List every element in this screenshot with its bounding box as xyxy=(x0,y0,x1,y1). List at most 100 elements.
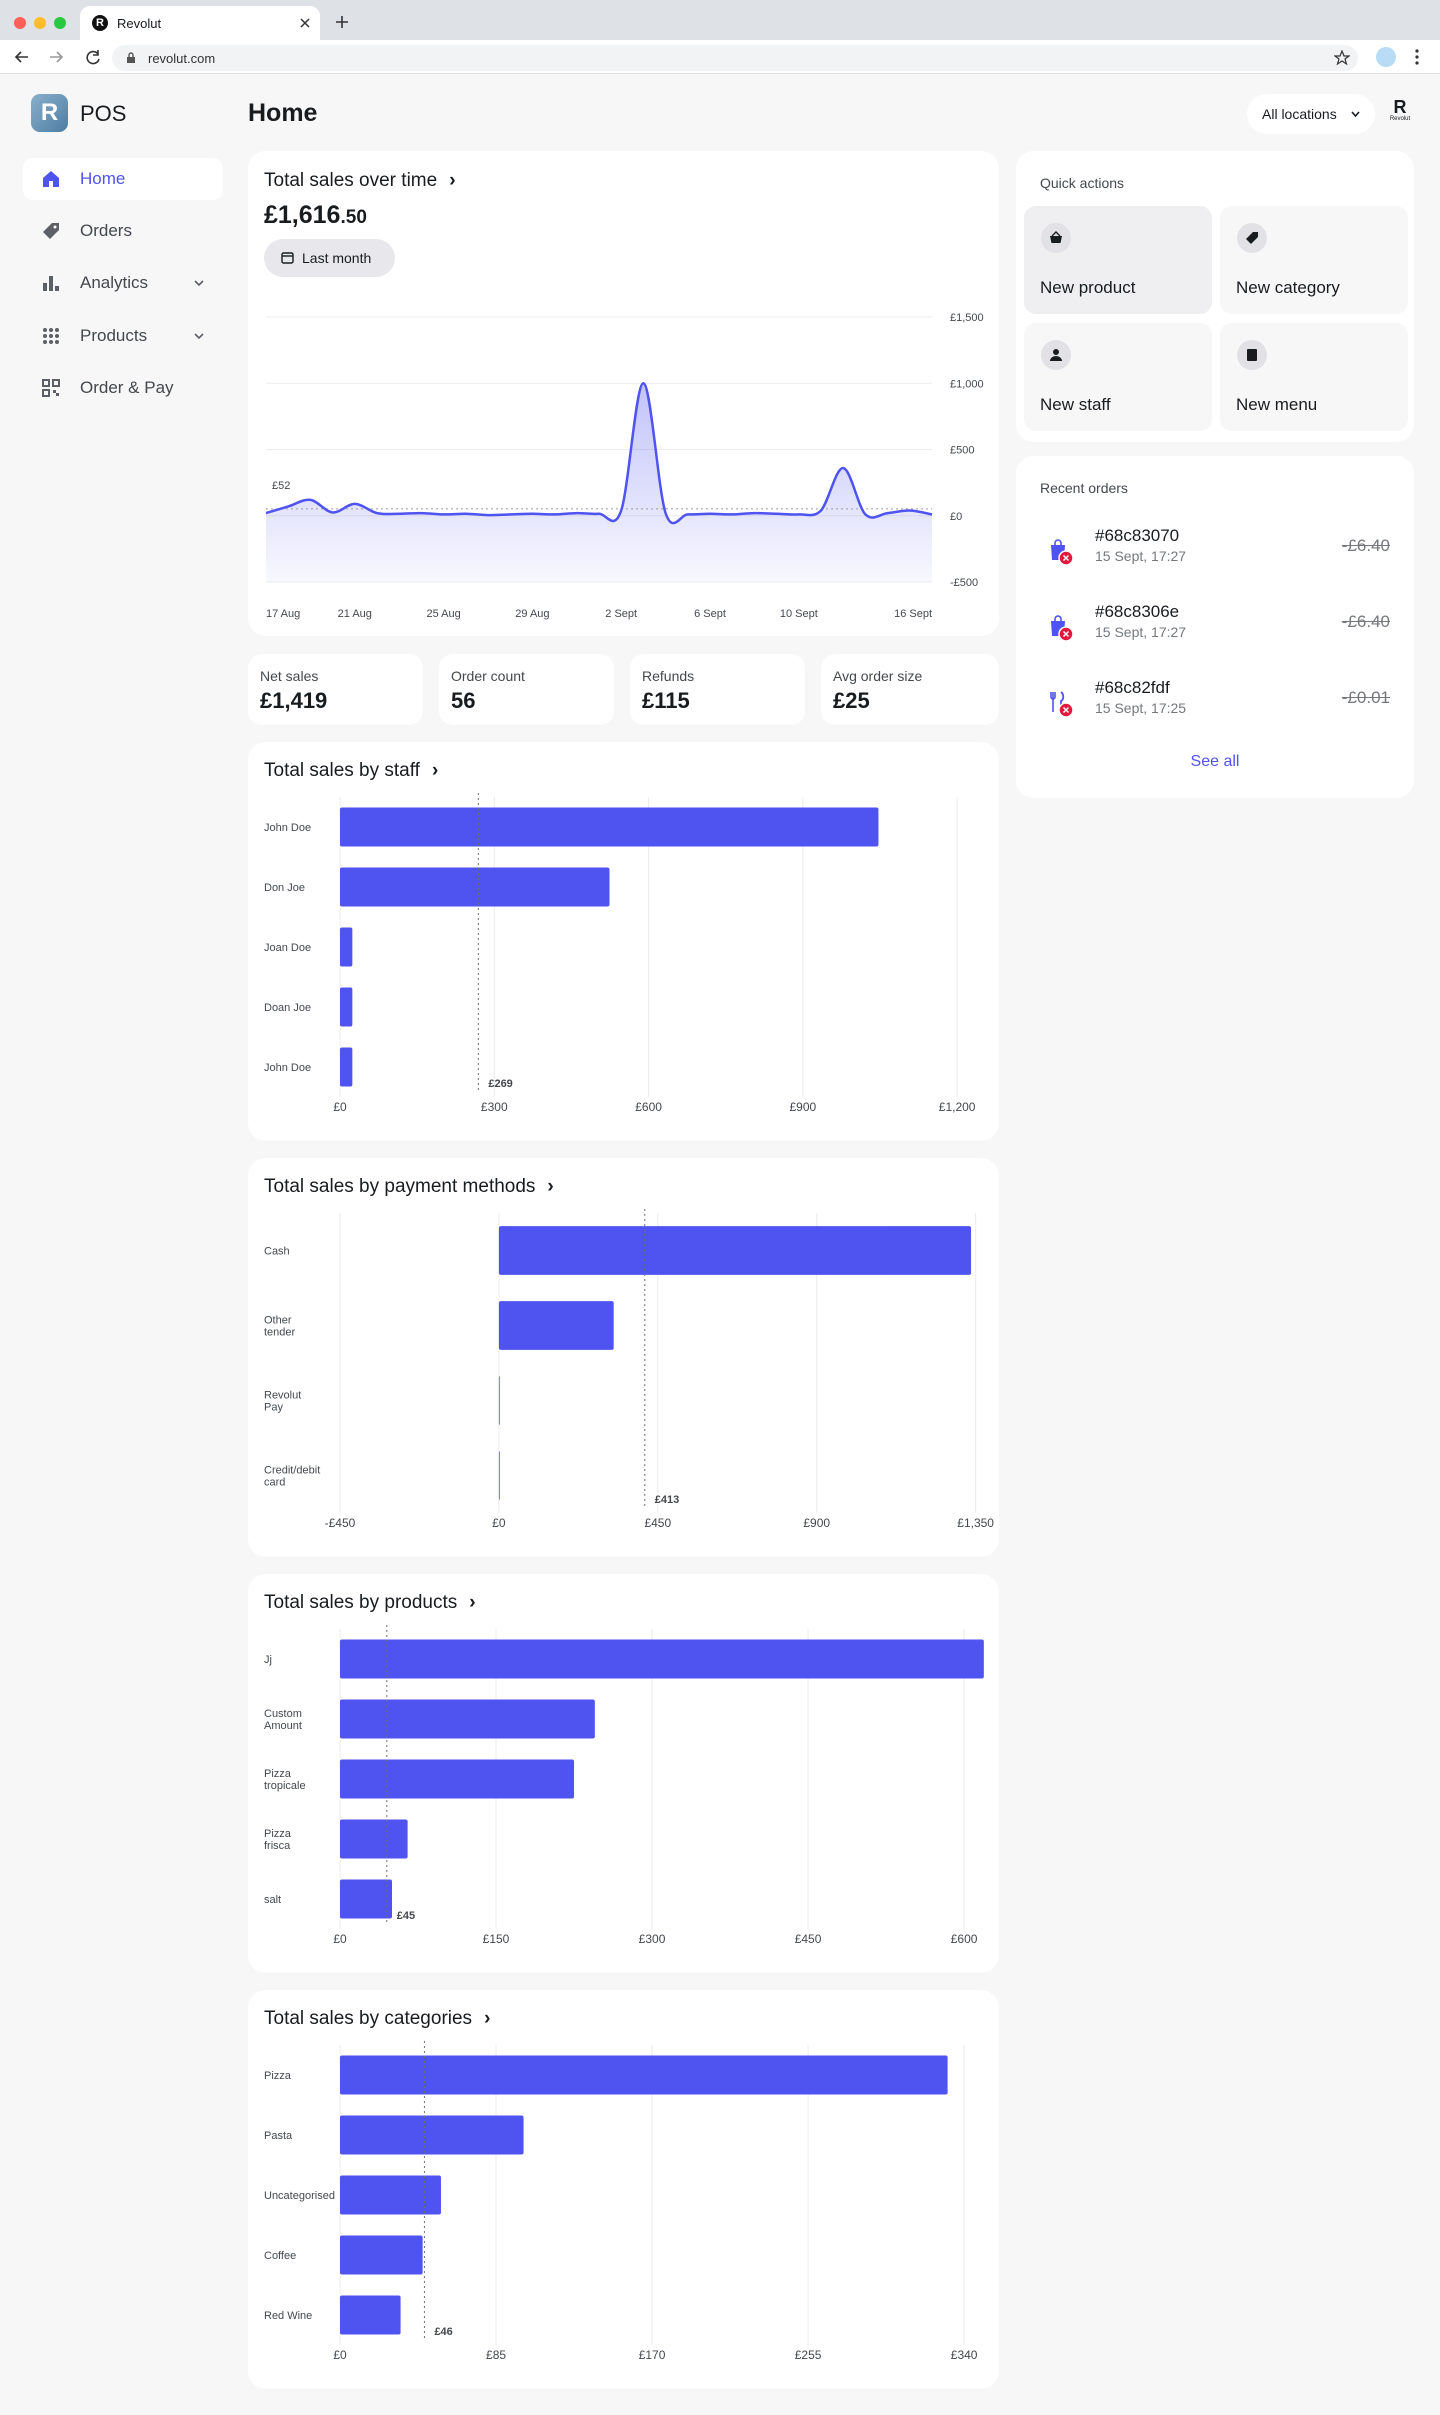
analytics-icon xyxy=(43,276,59,291)
y-tick-label: Uncategorised xyxy=(264,2190,335,2202)
x-tick-label: £85 xyxy=(486,2348,506,2362)
bar xyxy=(340,1879,393,1919)
new-tab[interactable] xyxy=(335,15,349,29)
tab-favicon: R xyxy=(92,15,108,31)
x-tick-label: £0 xyxy=(492,1516,506,1530)
quick-actions-card: Quick actions New product New category N… xyxy=(1016,151,1414,442)
recent-orders-card: Recent orders #68c83070 15 Sept, 17:27 -… xyxy=(1016,456,1414,798)
card-title[interactable]: Total sales by categories › xyxy=(264,2008,490,2030)
x-tick-label: £0 xyxy=(333,2348,347,2362)
stat-label: Net sales xyxy=(260,668,319,684)
x-tick-label: £300 xyxy=(639,1932,666,1946)
stat-card[interactable]: Refunds £115 xyxy=(630,654,805,725)
x-tick-label: 17 Aug xyxy=(266,608,300,620)
nav-item[interactable]: Order & Pay xyxy=(80,378,174,397)
stat-label: Avg order size xyxy=(833,668,923,684)
y-tick-label: salt xyxy=(264,1894,281,1906)
home-icon xyxy=(43,171,59,187)
average-label: £269 xyxy=(488,1078,512,1090)
card-title[interactable]: Total sales by products › xyxy=(264,1592,476,1614)
stat-label: Order count xyxy=(451,668,525,684)
stat-card[interactable]: Avg order size £25 xyxy=(821,654,999,725)
bar xyxy=(498,1226,972,1275)
x-tick-label: £255 xyxy=(795,2348,822,2362)
period-pill[interactable]: Last month xyxy=(264,239,395,277)
logo-caption: Revolut xyxy=(1389,116,1411,122)
zoom-dot[interactable] xyxy=(54,17,66,29)
amount-decimals: .50 xyxy=(340,207,367,228)
order-id: #68c8306e xyxy=(1095,602,1180,621)
stat-card[interactable]: Order count 56 xyxy=(439,654,614,725)
y-tick-label: Coffee xyxy=(264,2250,296,2262)
action-icon xyxy=(1041,223,1071,253)
app-logo[interactable]: R xyxy=(31,94,68,132)
chevron-down[interactable] xyxy=(194,332,204,340)
bar xyxy=(340,867,610,907)
nav-item[interactable]: Orders xyxy=(80,221,132,240)
action-label: New product xyxy=(1040,278,1136,297)
action-tile[interactable]: New category xyxy=(1220,206,1408,314)
stat-value: 56 xyxy=(451,688,476,713)
nav-item[interactable]: Analytics xyxy=(80,273,149,292)
tab[interactable]: R Revolut xyxy=(80,6,320,40)
nav-buttons[interactable] xyxy=(14,49,104,65)
order-time: 15 Sept, 17:25 xyxy=(1095,700,1187,716)
bookmark-star[interactable] xyxy=(1334,50,1350,66)
order-amount: -£6.40 xyxy=(1341,612,1390,631)
x-tick-label: 21 Aug xyxy=(338,608,372,620)
x-tick-label: £170 xyxy=(639,2348,666,2362)
minimize-dot[interactable] xyxy=(34,17,46,29)
action-icon xyxy=(1237,340,1267,370)
bar-chart-card: Total sales by categories › £0 £85 £170 £255… xyxy=(248,1990,999,2389)
orders-icon xyxy=(43,223,59,239)
stat-card[interactable]: Net sales £1,419 xyxy=(248,654,423,725)
menu-dots[interactable] xyxy=(1414,48,1420,66)
account-logo[interactable]: R Revolut xyxy=(1388,98,1412,123)
tab-bar: R Revolut xyxy=(0,0,1440,40)
bar xyxy=(340,1639,984,1679)
tab-title: Revolut xyxy=(117,16,162,31)
bar-chart-card: Total sales by products › £0 £150 £300 £450 £… xyxy=(248,1574,999,1973)
bar xyxy=(340,2115,524,2155)
action-tile[interactable]: New menu xyxy=(1220,323,1408,431)
order-row[interactable]: #68c8306e 15 Sept, 17:27 -£6.40 xyxy=(1016,602,1414,652)
order-amount: -£6.40 xyxy=(1341,536,1390,555)
card-title[interactable]: Total sales over time › xyxy=(264,170,456,192)
location-filter[interactable]: All locations xyxy=(1247,94,1375,134)
order-time: 15 Sept, 17:27 xyxy=(1095,548,1187,564)
profile-avatar[interactable] xyxy=(1376,47,1396,67)
y-tick-label: John Doe xyxy=(264,822,311,834)
bar-chart: £0 £150 £300 £450 £600 Jj Custom Amount Pizza t… xyxy=(264,1625,984,1946)
line-chart: £1,500 £1,000 £500 £0 -£500 17 Aug 21 Aug 25 Au… xyxy=(265,312,984,620)
chevron-down[interactable] xyxy=(194,279,204,287)
tab-close[interactable] xyxy=(300,18,310,28)
chevron: › xyxy=(484,2008,491,2029)
order-time: 15 Sept, 17:27 xyxy=(1095,624,1187,640)
x-tick-label: 29 Aug xyxy=(515,608,549,620)
card-title[interactable]: Total sales by payment methods › xyxy=(264,1176,554,1198)
bar xyxy=(340,1699,595,1739)
action-tile[interactable]: New staff xyxy=(1024,323,1212,431)
x-tick-label: 25 Aug xyxy=(426,608,460,620)
order-row[interactable]: #68c83070 15 Sept, 17:27 -£6.40 xyxy=(1016,526,1414,576)
bar xyxy=(340,2295,401,2335)
title-text: Total sales by payment methods xyxy=(264,1176,536,1197)
card-title[interactable]: Total sales by staff › xyxy=(264,760,438,782)
see-all-link[interactable]: See all xyxy=(1190,753,1240,770)
close-dot[interactable] xyxy=(14,17,26,29)
x-tick-label: £150 xyxy=(483,1932,510,1946)
action-label: New staff xyxy=(1040,395,1111,414)
nav-item[interactable]: Home xyxy=(80,169,126,188)
nav-item[interactable]: Products xyxy=(80,326,148,345)
order-row[interactable]: #68c82fdf 15 Sept, 17:25 -£0.01 xyxy=(1016,678,1414,728)
stat-label: Refunds xyxy=(642,668,695,684)
bar xyxy=(340,807,879,847)
title-text: Total sales by staff xyxy=(264,760,420,781)
url-bar[interactable]: revolut.com xyxy=(112,45,1358,71)
x-tick-label: £600 xyxy=(951,1932,978,1946)
calendar-icon xyxy=(281,252,294,264)
y-tick-label: Red Wine xyxy=(264,2310,312,2322)
action-tile[interactable]: New product xyxy=(1024,206,1212,314)
x-tick-label: £1,350 xyxy=(957,1516,994,1530)
